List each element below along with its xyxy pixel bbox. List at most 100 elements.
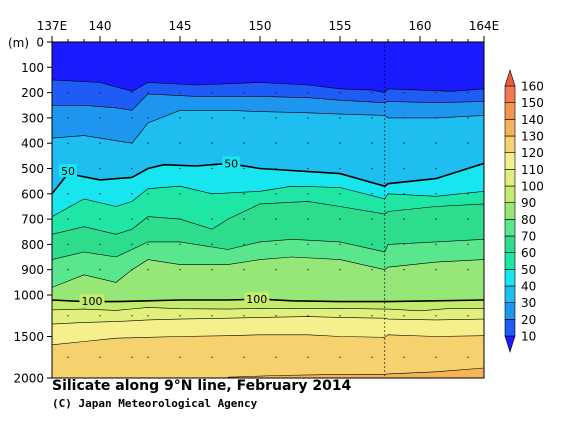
station-dot (371, 218, 373, 220)
station-dot (339, 269, 341, 271)
station-dot (211, 117, 213, 119)
station-dot (371, 91, 373, 94)
station-dot (67, 315, 69, 317)
station-dot (147, 315, 149, 317)
station-dot (275, 218, 277, 220)
y-tick-label: 500 (21, 162, 44, 176)
station-dot (435, 315, 437, 317)
station-dot (67, 356, 69, 358)
station-dot (67, 269, 69, 271)
station-dot (403, 243, 405, 246)
y-tick-label: 200 (21, 86, 44, 100)
station-dot (99, 66, 101, 69)
station-dot (243, 356, 245, 358)
station-dot (307, 66, 309, 69)
station-dot (371, 66, 373, 69)
isoline-70 (52, 201, 484, 235)
isoline-90 (52, 256, 484, 288)
station-dot (179, 243, 181, 246)
station-dot (243, 66, 245, 69)
x-tick-label: 160 (409, 19, 432, 33)
colorbar-swatch (504, 319, 516, 337)
colorbar-swatch (504, 85, 516, 103)
station-dot (307, 315, 309, 317)
isoline-40 (52, 110, 484, 144)
station-dot (435, 193, 437, 195)
station-dot (147, 142, 149, 144)
station-dot (179, 117, 181, 119)
station-dot (147, 269, 149, 271)
station-dot (147, 243, 149, 246)
station-dot (243, 142, 245, 144)
station-dot (67, 117, 69, 119)
isoline-110 (52, 307, 484, 312)
station-dot (435, 243, 437, 246)
credit-text: (C) Japan Meteorological Agency (52, 397, 258, 410)
station-dot (131, 315, 133, 317)
station-dot (147, 66, 149, 69)
station-dot (467, 243, 469, 246)
station-dot (131, 142, 133, 144)
station-dot (275, 269, 277, 271)
y-axis-unit-label: (m) (8, 36, 29, 50)
y-tick-label: 800 (21, 238, 44, 252)
contour-label-bg (222, 156, 241, 170)
station-dot (435, 66, 437, 69)
colorbar-label: 80 (521, 213, 536, 227)
colorbar-label: 50 (521, 263, 536, 277)
colorbar-label: 30 (521, 296, 536, 310)
station-dot (179, 218, 181, 220)
station-dot (211, 218, 213, 220)
station-dot (275, 167, 277, 170)
colorbar-swatch (504, 202, 516, 220)
station-dot (371, 117, 373, 119)
station-dot (435, 91, 437, 94)
colorbar-label: 60 (521, 246, 536, 260)
isoline-80 (52, 238, 484, 260)
station-dot (243, 218, 245, 220)
contour-label-bg (59, 164, 77, 178)
station-dot (131, 117, 133, 119)
x-tick-label: 150 (249, 19, 272, 33)
station-dot (467, 167, 469, 170)
station-dot (403, 91, 405, 94)
station-dot (179, 269, 181, 271)
isoline-60 (52, 185, 484, 217)
station-dot (339, 167, 341, 170)
contour-label: 50 (61, 165, 75, 178)
colorbar-bottom-arrow (504, 335, 516, 354)
station-dot (275, 356, 277, 358)
station-dot (211, 167, 213, 170)
station-dot (435, 269, 437, 271)
station-dot (243, 315, 245, 317)
contour-label-bg (244, 292, 270, 306)
station-dot (131, 269, 133, 271)
colorbar-swatch (504, 252, 516, 270)
station-dot (339, 218, 341, 220)
y-tick-label: 900 (21, 263, 44, 277)
station-dot (275, 243, 277, 246)
station-dot (211, 91, 213, 94)
y-tick-label: 2000 (13, 372, 44, 386)
station-dot (339, 193, 341, 195)
station-dot (307, 142, 309, 144)
station-dot (67, 218, 69, 220)
station-dot (307, 167, 309, 170)
station-dot (371, 356, 373, 358)
station-dot (211, 66, 213, 69)
colorbar-label: 150 (521, 96, 544, 110)
contour-label: 100 (82, 295, 103, 308)
station-dot (403, 167, 405, 170)
station-dot (147, 167, 149, 170)
y-tick-label: 700 (21, 213, 44, 227)
x-tick-label: 164E (469, 19, 500, 33)
colorbar-swatch (504, 135, 516, 153)
colorbar-label: 40 (521, 280, 536, 294)
x-axis: 137E 140 145 150 155 160 164E (37, 19, 500, 42)
station-dot (435, 142, 437, 144)
station-dot (307, 91, 309, 94)
station-dot (339, 142, 341, 144)
y-tick-label: 600 (21, 187, 44, 201)
station-dot (339, 91, 341, 94)
station-dots (67, 66, 469, 358)
